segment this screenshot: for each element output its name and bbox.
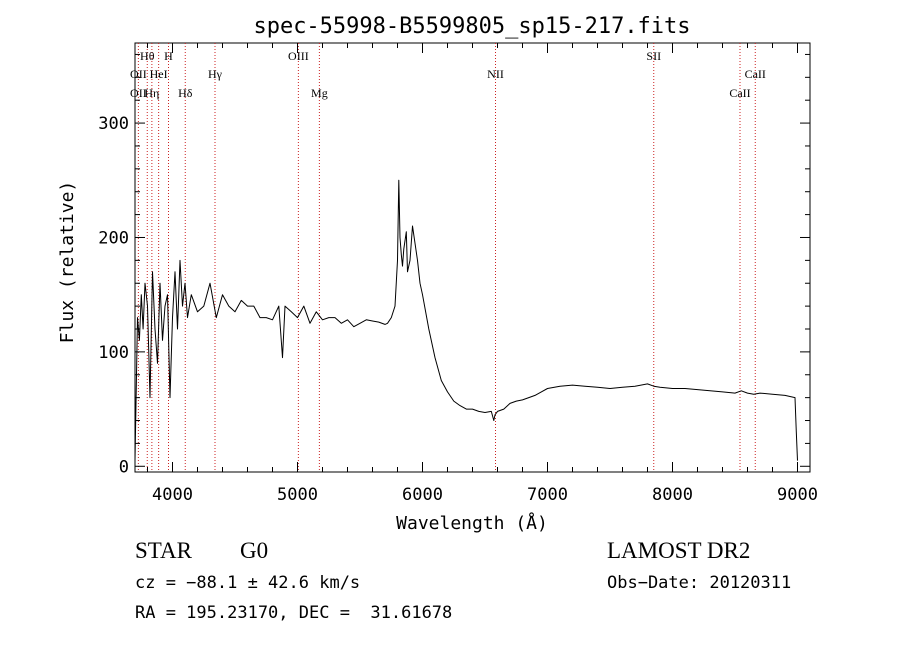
plot-frame [134,42,811,473]
star-subclass-label: G0 [240,538,269,563]
x-tick-label: 4000 [152,485,193,505]
spectral-line-label: Hθ [140,49,155,63]
obs-date-line: Obs−Date: 20120311 [607,573,792,593]
y-tick-label: 100 [98,343,129,363]
y-tick-label: 0 [119,457,129,477]
chart-title: spec-55998-B5599805_sp15-217.fits [253,14,690,39]
spectral-line-label: OII [130,67,147,81]
y-axis-label: Flux (relative) [57,181,78,344]
x-tick-label: 7000 [527,485,568,505]
spectral-line-label: OII [130,86,147,100]
coordinates-line: RA = 195.23170, DEC = 31.61678 [135,603,453,623]
x-tick-label: 9000 [777,485,818,505]
spectral-line-label: CaII [729,86,750,100]
spectral-line-label: Mg [311,86,328,100]
spectral-line-label: Hγ [208,67,223,81]
spectral-line-label: H [164,49,173,63]
x-tick-label: 5000 [277,485,318,505]
survey-label: LAMOST DR2 [607,538,751,563]
x-tick-label: 8000 [652,485,693,505]
spectral-line-label: NII [487,67,504,81]
y-tick-label: 200 [98,228,129,248]
y-tick-label: 300 [98,114,129,134]
spectral-line-label: SII [646,49,661,63]
spectral-line-label: HeI [150,67,168,81]
spectral-line-label: Hη [144,86,159,100]
x-axis-label: Wavelength (Å) [396,512,548,534]
redshift-line: cz = −88.1 ± 42.6 km/s [135,573,361,593]
x-tick-label: 6000 [402,485,443,505]
spectrum-line [134,179,798,461]
spectral-line-label: CaII [745,67,766,81]
spectral-line-label: OIII [288,49,309,63]
spectral-line-label: Hδ [178,86,193,100]
star-class-label: STAR [135,538,192,563]
